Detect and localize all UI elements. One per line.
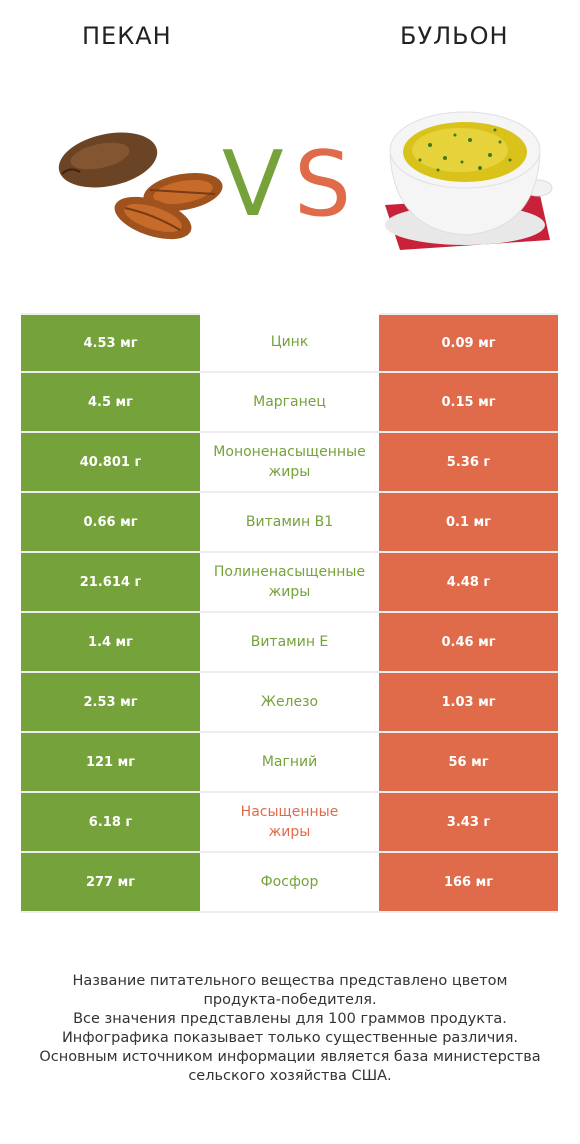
- left-value: 4.53 мг: [21, 313, 200, 371]
- left-value: 21.614 г: [21, 553, 200, 611]
- nutrient-label: Цинк: [200, 313, 379, 371]
- table-row: 1.4 мг Витамин E 0.46 мг: [21, 613, 558, 673]
- hero-illustration: [58, 111, 553, 250]
- nutrient-label-line: Мононенасыщенные: [213, 444, 366, 460]
- nutrient-label-line: жиры: [268, 584, 311, 600]
- table-row: 121 мг Магний 56 мг: [21, 733, 558, 793]
- nutrient-label-line: Фосфор: [260, 874, 319, 890]
- table-row: 21.614 г Полиненасыщенные жиры 4.48 г: [21, 553, 558, 613]
- right-value: 5.36 г: [379, 433, 558, 491]
- footer-line: Основным источником информации является …: [39, 1049, 541, 1065]
- nutrient-label: Полиненасыщенные жиры: [200, 553, 379, 611]
- nutrient-label-line: Магний: [261, 754, 318, 770]
- nutrient-label-line: Витамин E: [250, 634, 329, 650]
- nutrient-label: Фосфор: [200, 853, 379, 911]
- table-row: 40.801 г Мононенасыщенные жиры 5.36 г: [21, 433, 558, 493]
- nutrient-label-line: Железо: [260, 694, 319, 710]
- nutrient-label: Витамин E: [200, 613, 379, 671]
- nutrient-label-line: жиры: [268, 464, 311, 480]
- table-row: 0.66 мг Витамин B1 0.1 мг: [21, 493, 558, 553]
- nutrient-label: Железо: [200, 673, 379, 731]
- nutrient-label: Витамин B1: [200, 493, 379, 551]
- footer-line: продукта-победителя.: [203, 992, 377, 1008]
- right-product-title: БУЛЬОН: [400, 22, 509, 50]
- nutrient-label: Магний: [200, 733, 379, 791]
- table-row: 277 мг Фосфор 166 мг: [21, 853, 558, 913]
- nutrient-label-line: Цинк: [270, 334, 309, 350]
- left-value: 277 мг: [21, 853, 200, 911]
- footer-line: Название питательного вещества представл…: [72, 973, 508, 989]
- table-row: 6.18 г Насыщенные жиры 3.43 г: [21, 793, 558, 853]
- right-value: 0.46 мг: [379, 613, 558, 671]
- nutrient-label-line: Витамин B1: [245, 514, 334, 530]
- nutrient-label-line: жиры: [268, 824, 311, 840]
- right-value: 166 мг: [379, 853, 558, 911]
- left-value: 6.18 г: [21, 793, 200, 851]
- footer-line: сельского хозяйства США.: [188, 1068, 392, 1084]
- footer-line: Все значения представлены для 100 граммо…: [73, 1011, 507, 1027]
- left-value: 2.53 мг: [21, 673, 200, 731]
- left-product-title: ПЕКАН: [82, 22, 172, 50]
- footer-notes: Название питательного вещества представл…: [0, 972, 580, 1086]
- table-row: 2.53 мг Железо 1.03 мг: [21, 673, 558, 733]
- comparison-table: 4.53 мг Цинк 0.09 мг 4.5 мг Марганец 0.15 мг 4…: [21, 313, 558, 913]
- nutrient-label-line: Марганец: [253, 394, 326, 410]
- table-row: 4.5 мг Марганец 0.15 мг: [21, 373, 558, 433]
- right-value: 3.43 г: [379, 793, 558, 851]
- right-value: 0.09 мг: [379, 313, 558, 371]
- left-value: 4.5 мг: [21, 373, 200, 431]
- right-value: 56 мг: [379, 733, 558, 791]
- right-value: 1.03 мг: [379, 673, 558, 731]
- left-value: 1.4 мг: [21, 613, 200, 671]
- nutrient-label: Марганец: [200, 373, 379, 431]
- nutrient-label: Насыщенные жиры: [200, 793, 379, 851]
- right-value: 4.48 г: [379, 553, 558, 611]
- vs-letter-v: V: [222, 132, 284, 237]
- right-value: 0.15 мг: [379, 373, 558, 431]
- left-value: 40.801 г: [21, 433, 200, 491]
- left-value: 121 мг: [21, 733, 200, 791]
- nutrient-label-line: Полиненасыщенные: [213, 564, 366, 580]
- footer-line: Инфографика показывает только существенн…: [61, 1030, 519, 1046]
- left-value: 0.66 мг: [21, 493, 200, 551]
- table-row: 4.53 мг Цинк 0.09 мг: [21, 313, 558, 373]
- broth-bowl-image: [385, 111, 553, 250]
- nutrient-label: Мононенасыщенные жиры: [200, 433, 379, 491]
- pecan-nuts-image: [58, 132, 223, 240]
- right-value: 0.1 мг: [379, 493, 558, 551]
- vs-letter-s: S: [294, 132, 352, 237]
- nutrient-label-line: Насыщенные: [240, 804, 339, 820]
